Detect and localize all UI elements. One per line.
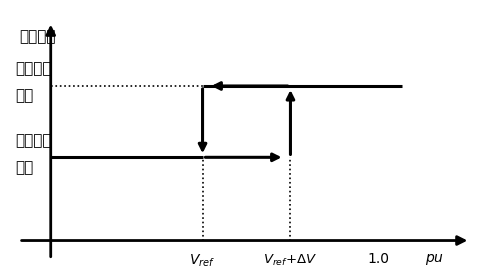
Text: $V_{ref}$+$\Delta V$: $V_{ref}$+$\Delta V$ <box>263 252 317 268</box>
Text: $pu$: $pu$ <box>425 252 444 267</box>
Text: 有功: 有功 <box>15 88 33 103</box>
Text: $V_{ref}$: $V_{ref}$ <box>189 252 215 269</box>
Text: 1.0: 1.0 <box>367 252 389 266</box>
Text: 全部提供: 全部提供 <box>15 133 51 148</box>
Text: 控制方式: 控制方式 <box>19 29 55 44</box>
Text: 无功: 无功 <box>15 160 33 175</box>
Text: 优先提供: 优先提供 <box>15 62 51 76</box>
